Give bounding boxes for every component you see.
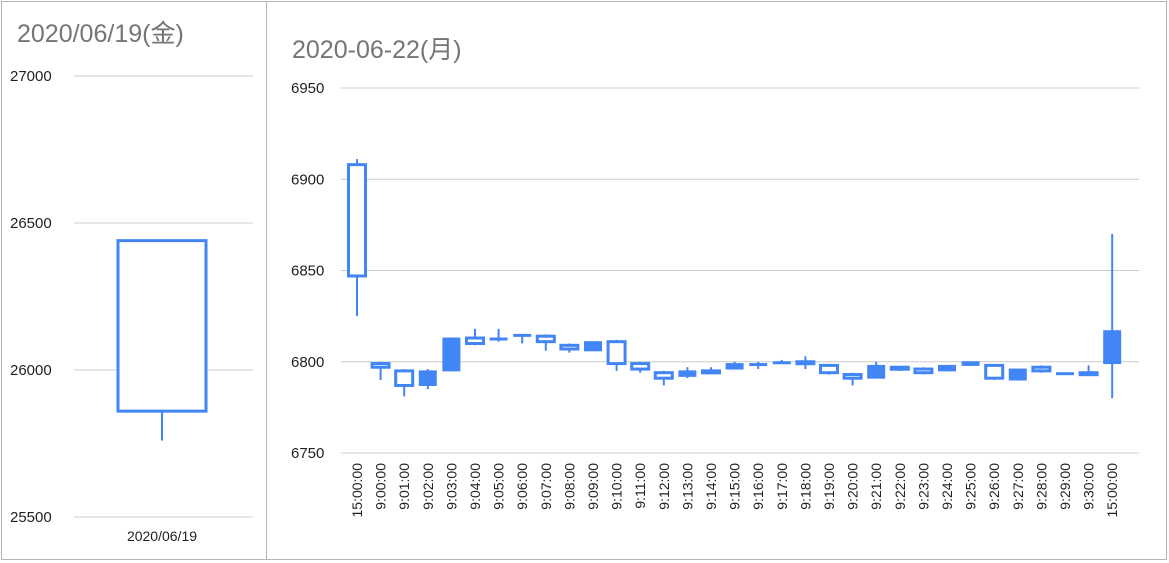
x-tick-label: 9:02:00 <box>420 463 436 510</box>
x-tick-label: 9:30:00 <box>1081 463 1097 510</box>
candle-body-up <box>370 362 391 369</box>
x-tick-label: 9:11:00 <box>632 463 648 509</box>
y-tick-label: 6750 <box>291 445 324 462</box>
candle-body-up <box>559 343 580 351</box>
candle-body-up <box>630 362 651 371</box>
x-tick-label: 9:25:00 <box>963 463 979 510</box>
x-tick-label: 9:06:00 <box>514 463 530 510</box>
candle-body-down <box>772 361 791 365</box>
candle-body-up <box>1078 371 1099 377</box>
candle-body-down <box>749 363 768 367</box>
daily-chart-panel: 2020/06/19(金) 25500 26000 26500 27000 2020/0… <box>1 1 267 560</box>
candle-body-up <box>394 369 415 387</box>
x-tick-label: 9:22:00 <box>892 463 908 510</box>
x-tick-label: 9:12:00 <box>656 463 672 510</box>
x-tick-label: 9:17:00 <box>774 463 790 510</box>
daily-chart-title: 2020/06/19(金) <box>17 20 184 48</box>
x-tick-label: 15:00:00 <box>1104 463 1120 518</box>
x-tick-label: 9:18:00 <box>797 463 813 510</box>
candle-body-up <box>347 163 367 278</box>
candle-body-up <box>795 360 816 366</box>
candle-body-up <box>842 373 863 380</box>
candle-body-down <box>725 363 744 370</box>
x-tick-label: 9:26:00 <box>986 463 1002 510</box>
candle-body-down <box>584 341 602 352</box>
x-tick-label: 9:20:00 <box>845 463 861 510</box>
y-tick-label: 6900 <box>291 171 324 188</box>
x-tick-label: 9:28:00 <box>1033 463 1049 510</box>
x-tick-label: 15:00:00 <box>349 463 365 518</box>
y-tick-label: 27000 <box>10 68 52 85</box>
x-tick-label: 9:03:00 <box>443 463 459 510</box>
x-tick-label: 9:00:00 <box>373 463 389 510</box>
x-tick-label: 9:29:00 <box>1057 463 1073 510</box>
x-tick-label: 9:09:00 <box>585 463 601 510</box>
x-tick-label: 9:24:00 <box>939 463 955 510</box>
daily-candlestick-chart: 25500 26000 26500 27000 2020/06/19 <box>10 68 253 544</box>
candle-body-down <box>418 370 437 386</box>
candle-body-down <box>1103 330 1122 365</box>
candle-body-down <box>678 370 697 377</box>
y-tick-label: 6950 <box>291 80 324 97</box>
x-tick-label: 9:15:00 <box>727 463 743 510</box>
y-tick-label: 6850 <box>291 263 324 280</box>
candle-body-down <box>1008 368 1027 381</box>
candle-body-up <box>701 369 721 375</box>
candle-body-up <box>116 239 208 413</box>
x-tick-label: 9:23:00 <box>915 463 931 510</box>
candle-body-up <box>913 367 934 375</box>
candle-body-down <box>961 361 980 366</box>
candle-body-down <box>489 337 508 341</box>
candle-body-up <box>653 371 674 380</box>
candle-body-up <box>819 363 839 375</box>
candle-body-down <box>442 337 461 372</box>
x-tick-label: 9:05:00 <box>491 463 507 510</box>
x-tick-label: 9:01:00 <box>396 463 412 510</box>
intraday-candlestick-chart: 6750 6800 6850 6900 6950 15:00:00 9:00:00 9:01:… <box>291 80 1139 518</box>
y-tick-label: 25500 <box>10 509 52 526</box>
candle-body-up <box>535 334 556 344</box>
x-tick-label: 9:08:00 <box>561 463 577 510</box>
intraday-chart-panel: 2020-06-22(月) 6750 6800 6850 6900 6950 15:00:… <box>266 1 1167 560</box>
y-tick-label: 6800 <box>291 354 324 371</box>
y-tick-label: 26000 <box>10 362 52 379</box>
x-tick-label: 9:07:00 <box>538 463 554 510</box>
candle-body-up <box>1031 365 1052 373</box>
candle-body-up <box>984 363 1005 380</box>
candle-body-down <box>1056 372 1074 376</box>
candle-body-down <box>513 333 532 337</box>
intraday-chart-title: 2020-06-22(月) <box>292 36 462 64</box>
x-tick-label: 9:16:00 <box>750 463 766 510</box>
candle-body-up <box>465 336 485 345</box>
x-tick-label: 9:14:00 <box>703 463 719 510</box>
x-tick-label: 9:27:00 <box>1010 463 1026 510</box>
x-tick-label: 9:19:00 <box>821 463 837 510</box>
candle-body-down <box>938 364 956 372</box>
candle-body-up <box>889 365 910 371</box>
candle-body-down <box>867 364 886 379</box>
x-tick-label: 9:04:00 <box>467 463 483 510</box>
candle-body-up <box>606 340 627 366</box>
x-tick-label: 9:21:00 <box>868 463 884 510</box>
x-tick-label: 9:10:00 <box>609 463 625 510</box>
x-tick-label: 9:13:00 <box>679 463 695 510</box>
y-tick-label: 26500 <box>10 215 52 232</box>
x-tick-label: 2020/06/19 <box>127 528 197 544</box>
